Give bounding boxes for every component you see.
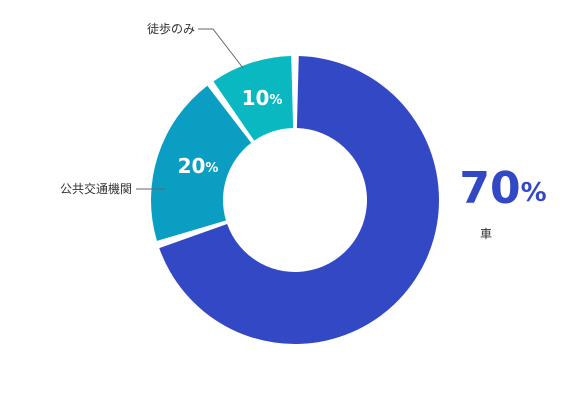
pct-number-public-transit: 20 xyxy=(178,154,206,178)
pct-label-public-transit: 20% xyxy=(178,154,219,178)
pct-unit-car: % xyxy=(521,178,547,208)
donut-slice-walking xyxy=(213,56,294,141)
category-label-walking: 徒歩のみ xyxy=(147,21,195,36)
donut-slice-public-transit xyxy=(151,85,252,241)
leader-line-walking xyxy=(198,28,244,69)
pct-number-walking: 10 xyxy=(242,86,270,110)
pct-unit-walking: % xyxy=(269,93,282,108)
pct-label-walking: 10% xyxy=(242,86,283,110)
pct-label-car: 70% xyxy=(459,163,546,214)
category-label-car: 車 xyxy=(480,227,492,241)
category-label-public-transit: 公共交通機関 xyxy=(60,181,132,196)
pct-unit-public-transit: % xyxy=(205,161,218,176)
donut-slices xyxy=(151,56,439,345)
pct-number-car: 70 xyxy=(459,163,520,214)
donut-slice-car xyxy=(159,56,439,345)
